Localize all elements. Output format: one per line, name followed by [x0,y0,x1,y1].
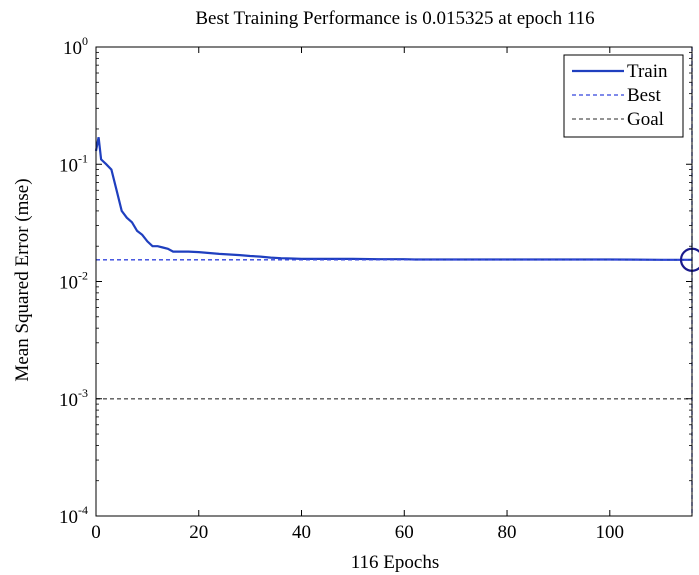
x-tick-label: 40 [292,522,311,543]
y-tick-label: 10-4 [59,503,88,528]
chart-title: Best Training Performance is 0.015325 at… [195,8,594,29]
series-line-train [94,136,692,261]
y-tick-label: 100 [63,34,88,59]
x-axis-label: 116 Epochs [351,552,439,573]
legend-label-train: Train [627,61,668,82]
legend-label-goal: Goal [627,109,664,130]
x-tick-label: 60 [395,522,414,543]
y-axis-label: Mean Squared Error (mse) [12,178,33,381]
y-tick-label: 10-1 [59,151,88,176]
legend-label-best: Best [627,85,662,106]
x-tick-label: 80 [498,522,517,543]
legend-box [563,54,684,138]
x-tick-label: 20 [189,522,208,543]
legend: Train Best Goal [563,54,684,138]
x-tick-label: 100 [596,522,625,543]
x-tick-label: 0 [91,522,101,543]
axes: 0 20 40 60 80 100 100 10-1 10-2 10-3 10-4 [59,34,693,543]
y-tick-label: 10-2 [59,269,88,294]
y-tick-label: 10-3 [59,386,88,411]
